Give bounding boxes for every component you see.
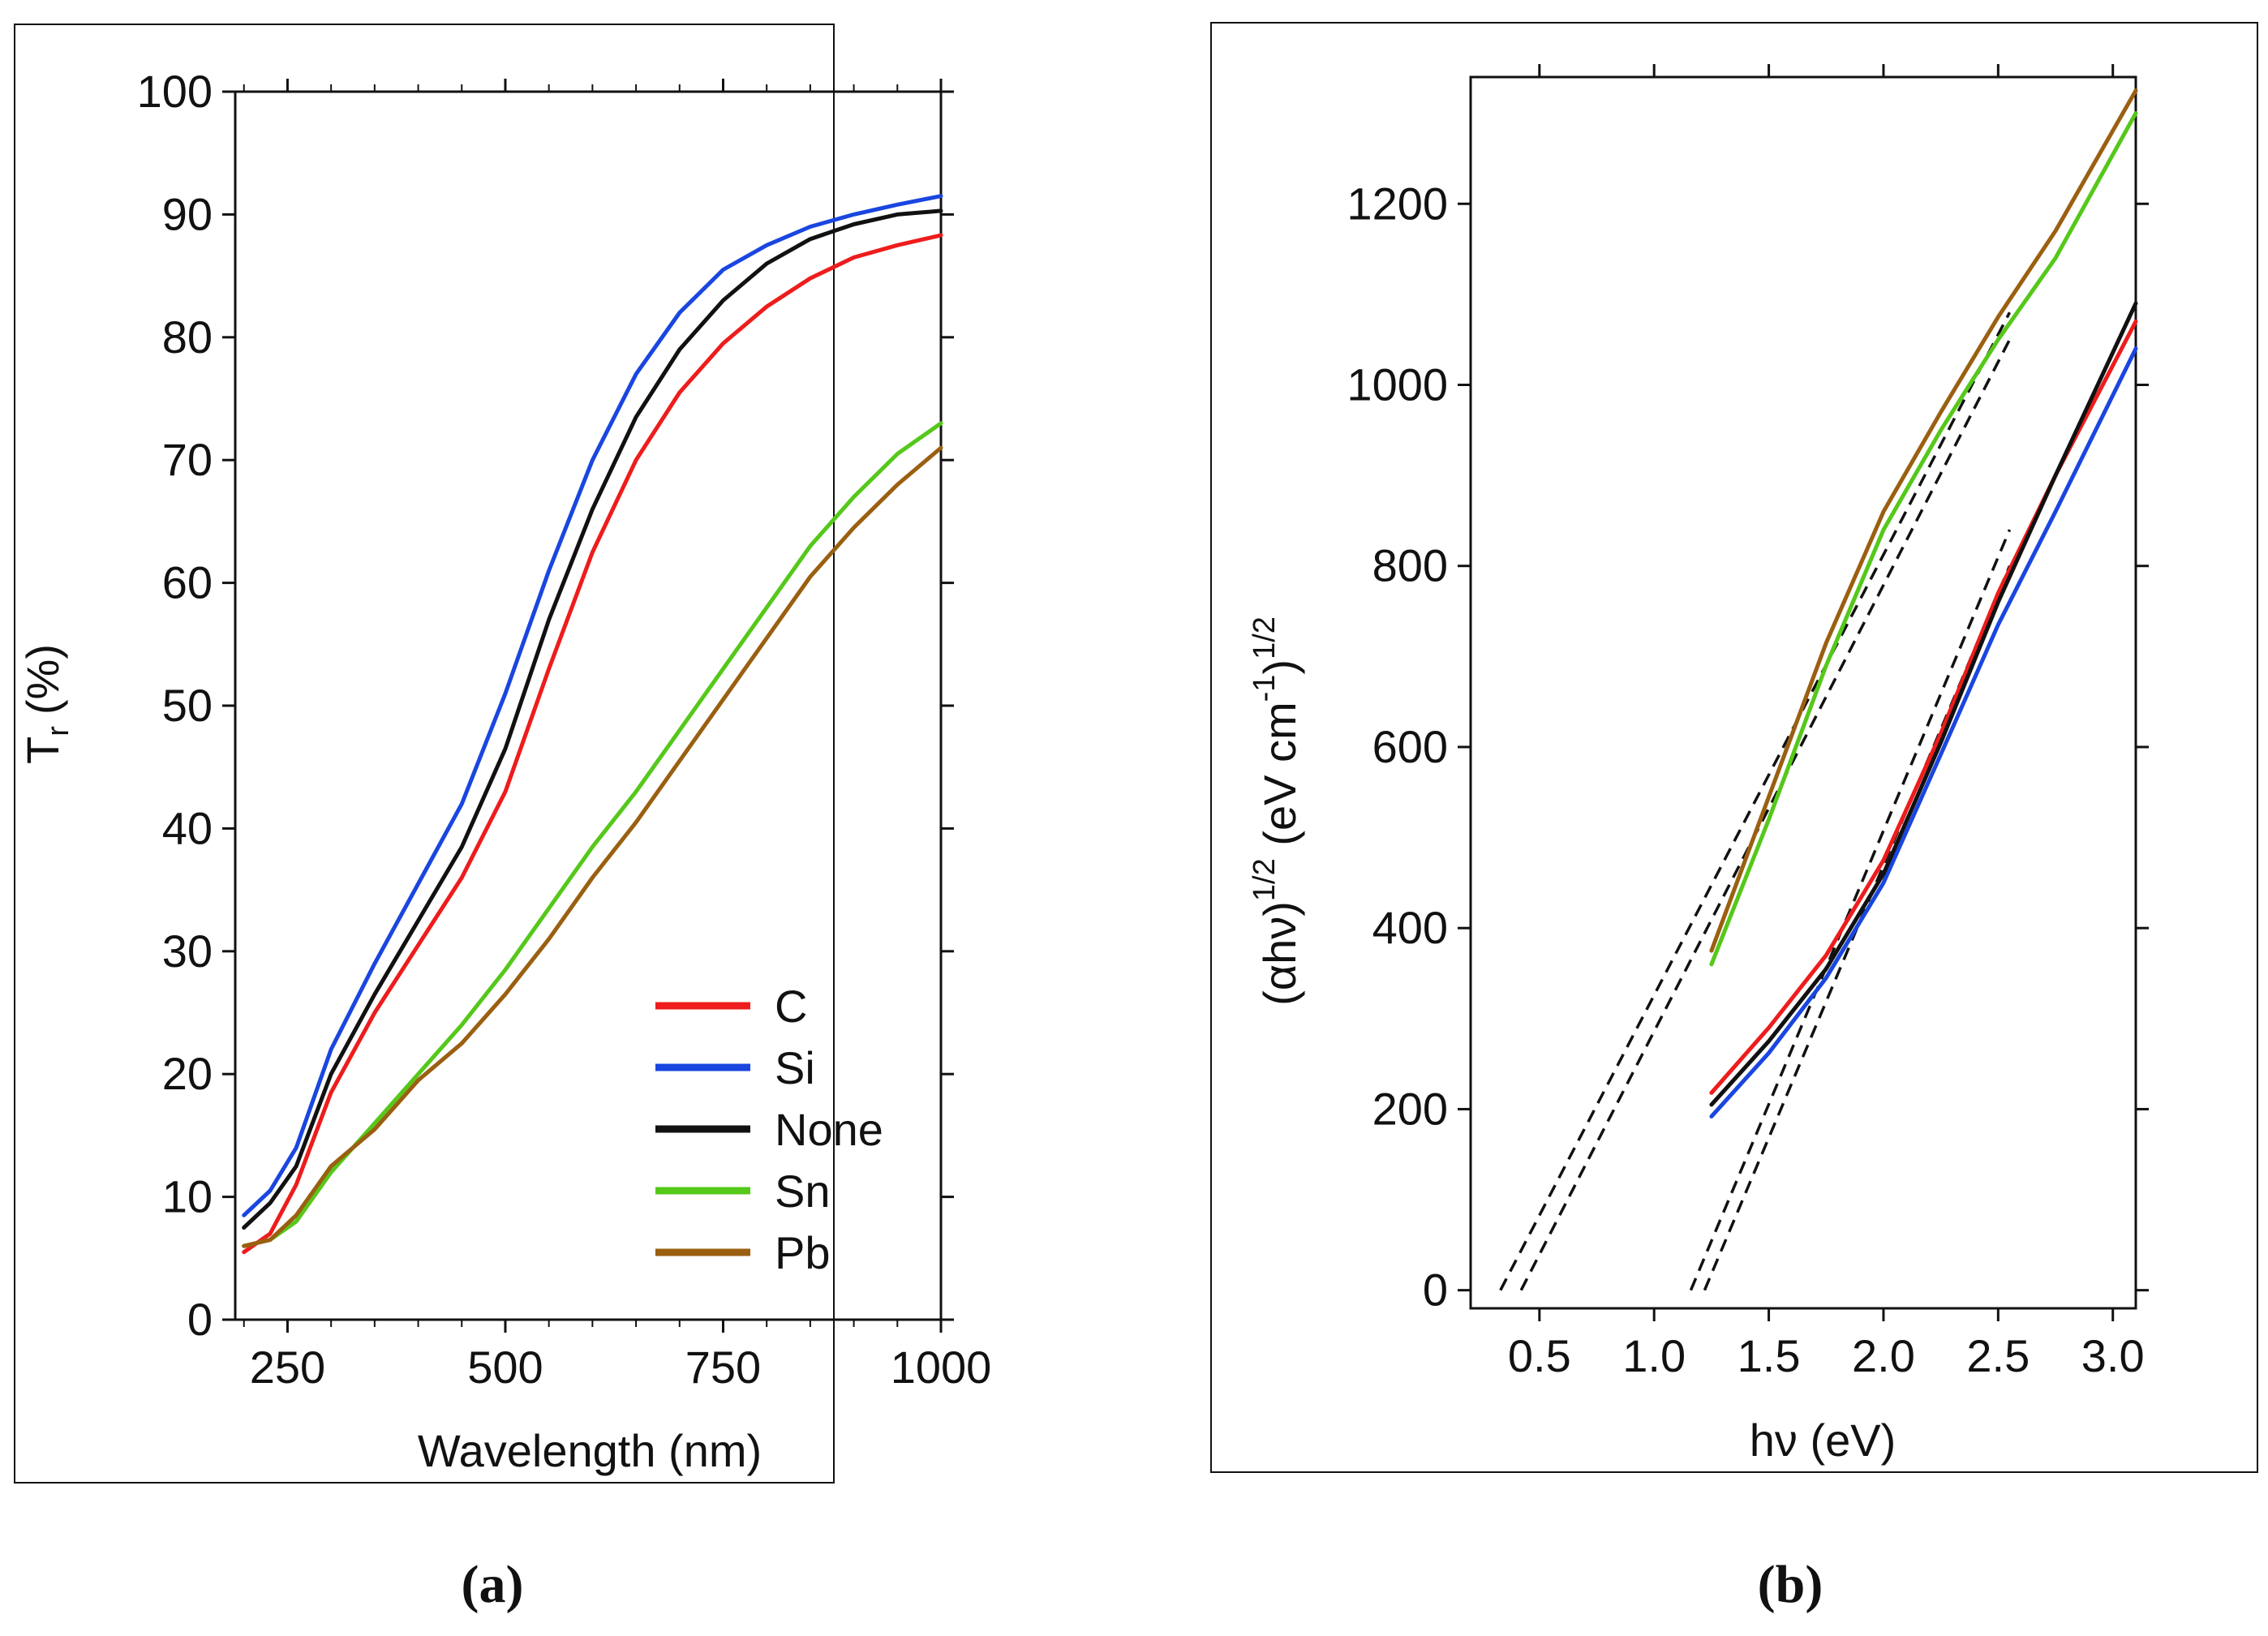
y-tick-label: 30 (162, 925, 213, 977)
panel-b-y-label-superscript-3: 1/2 (1248, 616, 1282, 659)
panel-b-y-axis-label: (αhν)1/2 (eV cm-1)1/2 (1248, 616, 1305, 1006)
x-tick-label: 1.0 (1622, 1330, 1686, 1381)
y-tick-label: 1000 (1347, 359, 1448, 410)
x-tick-label: 1000 (891, 1342, 992, 1393)
x-tick-label: 0.5 (1508, 1330, 1571, 1381)
panel-a-legend: C Si None Sn Pb (655, 981, 883, 1278)
x-tick-label: 1.5 (1738, 1330, 1801, 1381)
y-tick-label: 90 (162, 188, 213, 239)
legend-label-none: None (775, 1104, 883, 1155)
series-line-none (242, 208, 943, 1230)
x-tick-label: 250 (250, 1342, 325, 1393)
y-tick-label: 1200 (1347, 178, 1448, 229)
panel-b-border (1210, 22, 2258, 1473)
fit-line-dashed (1689, 529, 2012, 1291)
y-tick-label: 20 (162, 1048, 213, 1099)
panel-a-transmittance-chart: 250 500 750 1000 0 10 20 30 40 50 60 70 80 90 100 Wave… (14, 24, 992, 1484)
series-line-pb (1709, 88, 2138, 953)
y-tick-label: 50 (162, 680, 213, 731)
panel-a-x-axis-label: Wavelength (nm) (418, 1425, 762, 1476)
panel-b-tauc-plot: 0.5 1.0 1.5 2.0 2.5 3.0020040060080010001200 … (1210, 22, 2258, 1473)
legend-label-c: C (775, 981, 807, 1032)
x-tick-label: 2.5 (1966, 1330, 2030, 1381)
panel-b-y-label-superscript-2: -1 (1248, 675, 1282, 702)
y-tick-label: 10 (162, 1171, 213, 1222)
x-tick-label: 500 (467, 1342, 543, 1393)
series-line-pb (242, 445, 943, 1248)
series-line-si (242, 194, 943, 1217)
y-tick-label: 800 (1372, 540, 1448, 591)
panel-a-y-label-main: T (17, 736, 68, 764)
y-tick-label: 0 (187, 1294, 213, 1345)
panel-a-y-label-unit: (%) (17, 644, 68, 715)
legend-label-pb: Pb (775, 1227, 831, 1278)
panel-b-caption: (b) (1758, 1555, 1823, 1614)
panel-b-y-label-superscript-1: 1/2 (1248, 858, 1282, 901)
series-line-c (242, 233, 943, 1255)
y-tick-label: 200 (1372, 1083, 1448, 1134)
panel-a-caption: (a) (462, 1555, 524, 1614)
panel-a-plot-area: 250 500 750 1000 0 10 20 30 40 50 60 70 80 90 100 (137, 66, 992, 1393)
x-tick-label: 2.0 (1852, 1330, 1915, 1381)
panel-b-x-axis-label: hν (eV) (1750, 1415, 1896, 1466)
y-tick-label: 100 (137, 66, 213, 117)
panel-b-y-label-part-3: ) (1254, 659, 1305, 675)
panel-b-plot-area: 0.5 1.0 1.5 2.0 2.5 3.0 0 200 400 600 800 1000 1200 (1347, 64, 2149, 1381)
legend-label-sn: Sn (775, 1166, 831, 1217)
panel-a-border (14, 24, 835, 1484)
y-tick-label: 600 (1372, 721, 1448, 772)
series-line-si (1709, 346, 2138, 1119)
y-tick-label: 0 (1423, 1265, 1448, 1316)
y-tick-label: 70 (162, 434, 213, 485)
fit-line-dashed (1519, 338, 2012, 1291)
legend-label-si: Si (775, 1042, 815, 1093)
x-tick-label: 3.0 (2081, 1330, 2145, 1381)
series-line-sn (1709, 111, 2138, 967)
fit-line-dashed (1499, 311, 2012, 1291)
y-tick-label: 40 (162, 802, 213, 853)
panel-a-y-axis-label: Tr (%) (17, 644, 75, 764)
y-tick-label: 80 (162, 311, 213, 363)
y-tick-label: 60 (162, 557, 213, 608)
series-line-sn (242, 421, 943, 1248)
panel-b-y-label-part-1: (αhν) (1254, 901, 1305, 1006)
panel-a-y-label-subscript: r (41, 726, 75, 736)
plot-frame (1469, 75, 2137, 1310)
y-tick-label: 400 (1372, 902, 1448, 953)
series-line-none (1709, 301, 2138, 1107)
x-tick-label: 750 (685, 1342, 761, 1393)
panel-b-y-label-part-2: (eV cm (1254, 702, 1305, 858)
